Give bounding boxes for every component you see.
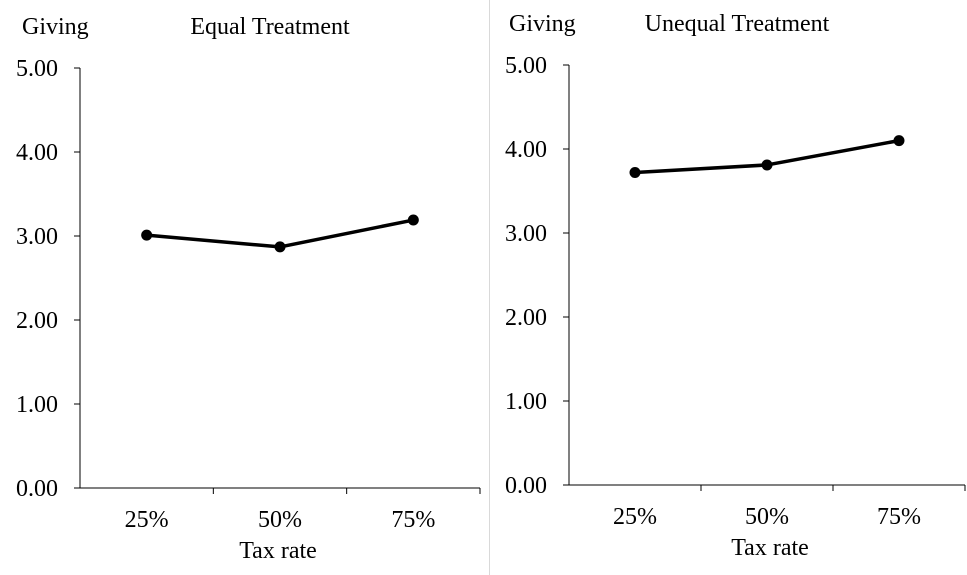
y-tick-label: 4.00 bbox=[505, 137, 547, 163]
x-tick-label: 50% bbox=[258, 507, 302, 533]
y-tick-label: 3.00 bbox=[505, 221, 547, 247]
y-tick-label: 0.00 bbox=[505, 473, 547, 499]
y-tick-label: 5.00 bbox=[16, 56, 58, 82]
chart-unequal-treatment: Giving Unequal Treatment 0.00 1.00 2.00 3.00 4… bbox=[505, 11, 966, 561]
x-axis-label: Tax rate bbox=[731, 535, 809, 561]
panel-divider bbox=[489, 0, 490, 575]
y-tick-label: 2.00 bbox=[16, 308, 58, 334]
y-tick-label: 1.00 bbox=[16, 392, 58, 418]
y-tick-label: 3.00 bbox=[16, 224, 58, 250]
data-point bbox=[629, 167, 641, 179]
data-point bbox=[407, 214, 419, 226]
y-tick-label: 0.00 bbox=[16, 476, 58, 502]
x-tick-label: 75% bbox=[391, 507, 435, 533]
y-axis-label: Giving bbox=[22, 14, 89, 40]
chart-panel-unequal-treatment: Giving Unequal Treatment 0.00 1.00 2.00 3.00 4… bbox=[490, 0, 967, 575]
x-tick-label: 75% bbox=[877, 504, 921, 530]
x-tick-label: 50% bbox=[745, 504, 789, 530]
y-tick-label: 2.00 bbox=[505, 305, 547, 331]
data-point bbox=[893, 135, 905, 147]
x-axis-label: Tax rate bbox=[239, 538, 317, 564]
y-tick-label: 1.00 bbox=[505, 389, 547, 415]
chart-equal-treatment: Giving Equal Treatment 0.00 1.00 2.00 3.00 4.0… bbox=[16, 14, 481, 564]
data-point bbox=[761, 159, 773, 171]
x-tick-label: 25% bbox=[125, 507, 169, 533]
data-point bbox=[274, 241, 286, 253]
chart-title: Equal Treatment bbox=[190, 14, 350, 40]
chart-panel-equal-treatment: Giving Equal Treatment 0.00 1.00 2.00 3.00 4.0… bbox=[16, 14, 481, 564]
chart-title: Unequal Treatment bbox=[645, 11, 830, 37]
y-axis-label: Giving bbox=[509, 11, 576, 37]
y-tick-label: 4.00 bbox=[16, 140, 58, 166]
x-tick-label: 25% bbox=[613, 504, 657, 530]
y-tick-label: 5.00 bbox=[505, 53, 547, 79]
data-point bbox=[141, 229, 153, 241]
